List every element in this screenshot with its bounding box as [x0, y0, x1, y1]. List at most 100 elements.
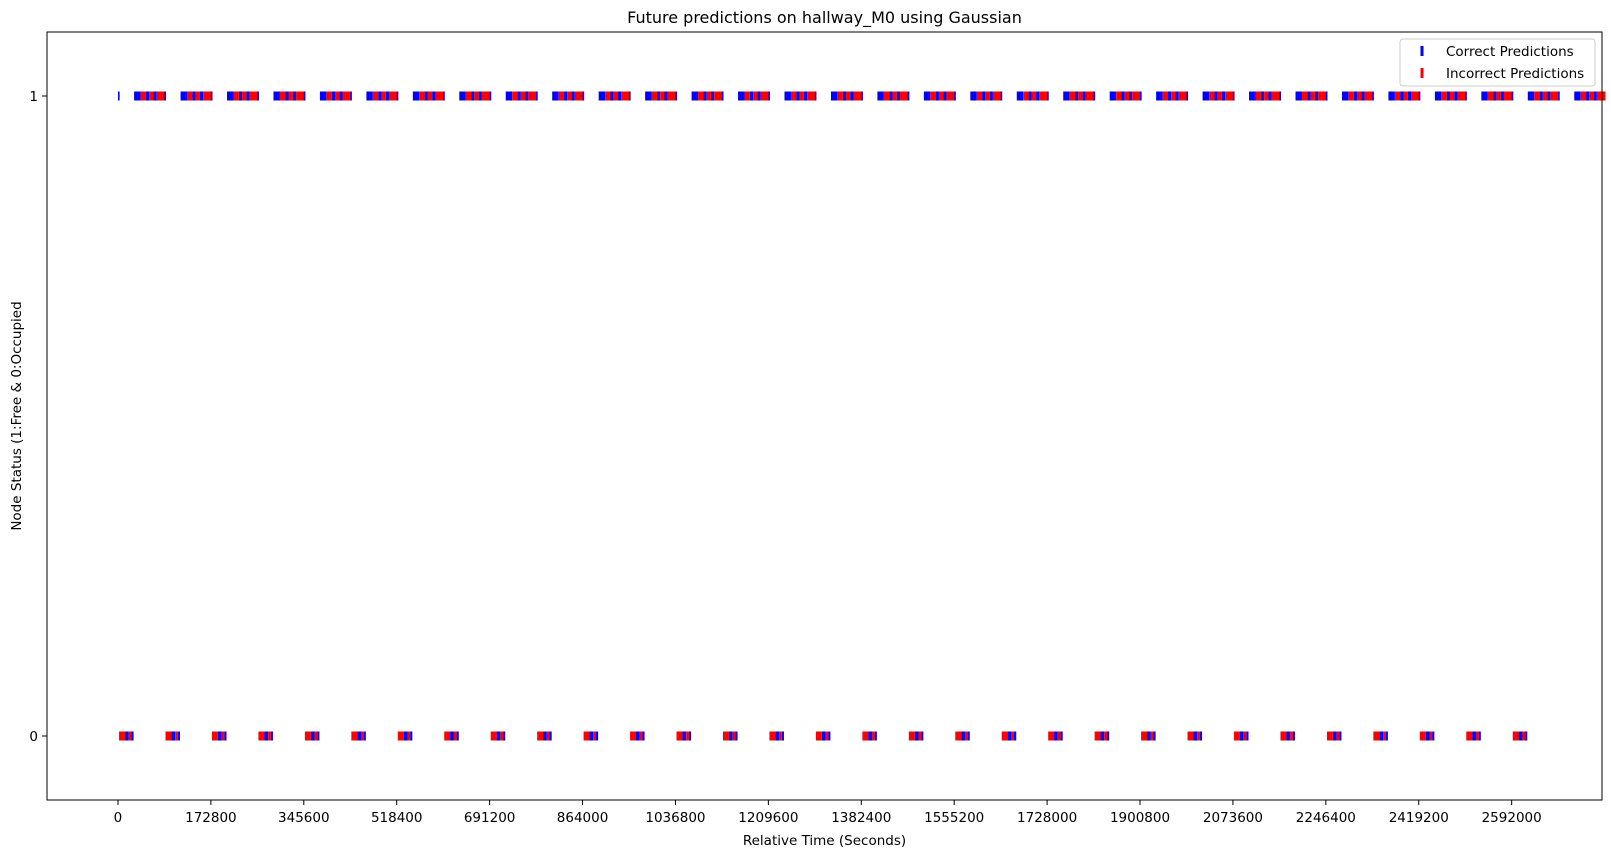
correct-prediction-mark-free	[1232, 91, 1235, 101]
incorrect-prediction-mark-free	[1124, 91, 1130, 101]
x-tick-label: 345600	[278, 810, 330, 826]
correct-prediction-mark-free	[1434, 91, 1442, 101]
incorrect-prediction-mark-occupied	[964, 731, 968, 741]
correct-prediction-mark-free	[1202, 91, 1210, 101]
incorrect-prediction-mark-occupied	[1094, 731, 1101, 741]
incorrect-prediction-mark-occupied	[1290, 731, 1293, 741]
correct-prediction-mark-free	[1400, 91, 1404, 101]
correct-prediction-mark-free	[1511, 91, 1514, 101]
incorrect-prediction-mark-occupied	[769, 731, 776, 741]
correct-prediction-mark-free	[273, 91, 280, 101]
incorrect-prediction-mark-free	[528, 91, 537, 101]
incorrect-prediction-mark-free	[1031, 91, 1037, 101]
correct-prediction-mark-free	[1036, 91, 1040, 101]
incorrect-prediction-mark-free	[342, 91, 352, 101]
incorrect-prediction-mark-free	[1449, 91, 1455, 101]
x-tick-label: 2592000	[1482, 810, 1542, 826]
correct-prediction-mark-free	[1539, 91, 1543, 101]
correct-prediction-mark-free	[1221, 91, 1226, 101]
correct-prediction-mark-occupied	[1007, 731, 1012, 741]
correct-prediction-mark-occupied	[1432, 731, 1435, 741]
correct-prediction-mark-free	[1407, 91, 1412, 101]
correct-prediction-mark-free	[796, 91, 800, 101]
correct-prediction-mark-occupied	[1472, 731, 1476, 741]
correct-prediction-mark-free	[227, 91, 234, 101]
correct-prediction-mark-free	[1372, 91, 1374, 101]
incorrect-prediction-mark-occupied	[128, 731, 132, 741]
incorrect-prediction-mark-free	[846, 91, 851, 101]
correct-prediction-mark-free	[1167, 91, 1172, 101]
incorrect-prediction-mark-occupied	[1187, 731, 1194, 741]
correct-prediction-mark-free	[1186, 91, 1189, 101]
correct-prediction-mark-free	[830, 91, 838, 101]
x-tick-label: 2246400	[1296, 810, 1356, 826]
incorrect-prediction-mark-occupied	[361, 731, 364, 741]
correct-prediction-mark-occupied	[1385, 731, 1388, 741]
correct-prediction-mark-free	[505, 91, 513, 101]
correct-prediction-mark-occupied	[264, 731, 269, 741]
correct-prediction-mark-free	[664, 91, 668, 101]
legend-box	[1399, 38, 1596, 87]
incorrect-prediction-mark-free	[1225, 91, 1234, 101]
incorrect-prediction-mark-free	[753, 91, 758, 101]
incorrect-prediction-mark-free	[288, 91, 293, 101]
correct-prediction-mark-free	[989, 91, 993, 101]
correct-prediction-mark-occupied	[1107, 731, 1110, 741]
incorrect-prediction-mark-occupied	[444, 731, 451, 741]
legend-marker-incorrect	[1420, 68, 1424, 78]
incorrect-prediction-mark-free	[249, 91, 259, 101]
incorrect-prediction-mark-free	[381, 91, 386, 101]
incorrect-prediction-mark-occupied	[1243, 731, 1247, 741]
x-tick-label: 1209600	[738, 810, 798, 826]
incorrect-prediction-mark-occupied	[593, 731, 596, 741]
incorrect-prediction-mark-free	[296, 91, 305, 101]
incorrect-prediction-mark-occupied	[722, 731, 729, 741]
correct-prediction-mark-free	[134, 91, 141, 101]
incorrect-prediction-mark-occupied	[815, 731, 822, 741]
legend-label-incorrect: Incorrect Predictions	[1446, 66, 1584, 82]
incorrect-prediction-mark-free	[985, 91, 990, 101]
correct-prediction-mark-occupied	[317, 731, 320, 741]
incorrect-prediction-mark-occupied	[119, 731, 125, 741]
correct-prediction-mark-free	[943, 91, 947, 101]
correct-prediction-mark-free	[814, 91, 817, 101]
correct-prediction-mark-free	[412, 91, 420, 101]
correct-prediction-mark-free	[738, 91, 745, 101]
incorrect-prediction-mark-free	[1178, 91, 1188, 101]
correct-prediction-mark-free	[1109, 91, 1117, 101]
x-tick-label: 2073600	[1203, 810, 1263, 826]
correct-prediction-mark-free	[303, 91, 306, 101]
incorrect-prediction-mark-occupied	[862, 731, 869, 741]
correct-prediction-mark-free	[1481, 91, 1488, 101]
correct-prediction-mark-occupied	[1193, 731, 1198, 741]
incorrect-prediction-mark-free	[1534, 91, 1540, 101]
correct-prediction-mark-free	[1214, 91, 1218, 101]
incorrect-prediction-mark-free	[1496, 91, 1501, 101]
correct-prediction-mark-free	[1574, 91, 1581, 101]
incorrect-prediction-mark-occupied	[955, 731, 962, 741]
correct-prediction-mark-free	[1586, 91, 1590, 101]
correct-prediction-mark-free	[1465, 91, 1467, 101]
correct-prediction-mark-free	[954, 91, 956, 101]
incorrect-prediction-mark-occupied	[175, 731, 178, 741]
incorrect-prediction-mark-occupied	[1466, 731, 1473, 741]
correct-prediction-mark-free	[1268, 91, 1272, 101]
correct-prediction-mark-free	[970, 91, 977, 101]
correct-prediction-mark-free	[1140, 91, 1142, 101]
correct-prediction-mark-free	[923, 91, 931, 101]
incorrect-prediction-mark-free	[1069, 91, 1076, 101]
correct-prediction-mark-free	[571, 91, 575, 101]
correct-prediction-mark-free	[1016, 91, 1024, 101]
incorrect-prediction-mark-free	[474, 91, 479, 101]
incorrect-prediction-mark-occupied	[1001, 731, 1008, 741]
correct-prediction-mark-free	[210, 91, 213, 101]
correct-prediction-mark-occupied	[403, 731, 408, 741]
incorrect-prediction-mark-free	[1085, 91, 1095, 101]
incorrect-prediction-mark-occupied	[351, 731, 358, 741]
marks-layer	[117, 91, 1606, 741]
incorrect-prediction-mark-occupied	[1336, 731, 1340, 741]
incorrect-prediction-mark-free	[574, 91, 584, 101]
incorrect-prediction-mark-free	[372, 91, 379, 101]
correct-prediction-mark-free	[1129, 91, 1133, 101]
